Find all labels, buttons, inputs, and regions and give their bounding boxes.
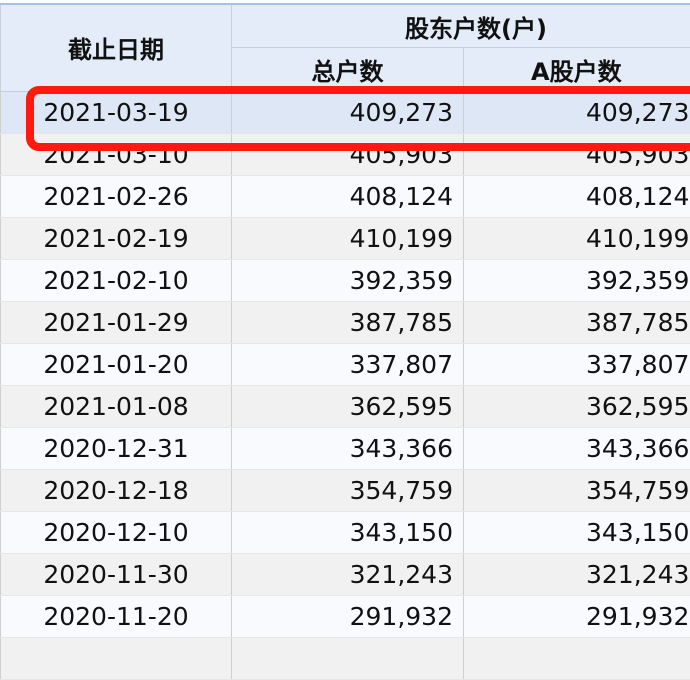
empty-cell [1, 638, 232, 680]
a-share-count-cell: 362,595 [464, 386, 690, 428]
date-cell: 2021-01-08 [1, 386, 232, 428]
date-cell: 2021-03-10 [1, 134, 232, 176]
a-share-count-cell: 405,903 [464, 134, 690, 176]
date-cell: 2020-11-20 [1, 596, 232, 638]
total-count-cell: 387,785 [232, 302, 464, 344]
total-count-cell: 291,932 [232, 596, 464, 638]
date-cell: 2021-02-10 [1, 260, 232, 302]
header-shareholder-count: 股东户数(户) [232, 4, 690, 48]
header-date[interactable]: 截止日期 [1, 4, 232, 91]
a-share-count-cell: 410,199 [464, 218, 690, 260]
a-share-count-cell: 321,243 [464, 554, 690, 596]
a-share-count-cell: 409,273 [464, 91, 690, 134]
a-share-count-cell: 343,366 [464, 428, 690, 470]
a-share-count-cell: 408,124 [464, 176, 690, 218]
a-share-count-cell: 354,759 [464, 470, 690, 512]
a-share-count-cell: 291,932 [464, 596, 690, 638]
date-cell: 2021-03-19 [1, 91, 232, 134]
a-share-count-cell: 387,785 [464, 302, 690, 344]
total-count-cell: 321,243 [232, 554, 464, 596]
total-count-cell: 392,359 [232, 260, 464, 302]
total-count-cell: 362,595 [232, 386, 464, 428]
empty-cell [232, 638, 464, 680]
date-cell: 2020-12-18 [1, 470, 232, 512]
empty-cell [464, 638, 690, 680]
table-row-partial [1, 638, 690, 680]
date-cell: 2021-01-29 [1, 302, 232, 344]
date-cell: 2020-12-31 [1, 428, 232, 470]
header-a-share-count[interactable]: A股户数 [464, 48, 690, 92]
total-count-cell: 343,366 [232, 428, 464, 470]
total-count-cell: 410,199 [232, 218, 464, 260]
a-share-count-cell: 343,150 [464, 512, 690, 554]
date-cell: 2021-01-20 [1, 344, 232, 386]
date-cell: 2020-11-30 [1, 554, 232, 596]
date-cell: 2021-02-19 [1, 218, 232, 260]
total-count-cell: 409,273 [232, 91, 464, 134]
total-count-cell: 405,903 [232, 134, 464, 176]
total-count-cell: 408,124 [232, 176, 464, 218]
total-count-cell: 354,759 [232, 470, 464, 512]
date-cell: 2020-12-10 [1, 512, 232, 554]
date-cell: 2021-02-26 [1, 176, 232, 218]
total-count-cell: 343,150 [232, 512, 464, 554]
header-total-count[interactable]: 总户数 [232, 48, 464, 92]
a-share-count-cell: 392,359 [464, 260, 690, 302]
total-count-cell: 337,807 [232, 344, 464, 386]
a-share-count-cell: 337,807 [464, 344, 690, 386]
